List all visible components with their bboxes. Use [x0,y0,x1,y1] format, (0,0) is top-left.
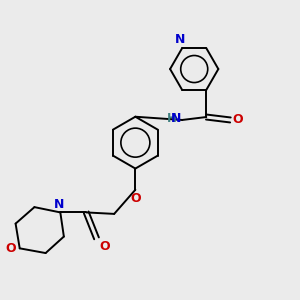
Text: N: N [175,33,185,46]
Text: N: N [54,198,64,211]
Text: N: N [171,112,182,125]
Text: O: O [6,242,16,255]
Text: O: O [130,192,141,205]
Text: H: H [167,112,177,125]
Text: O: O [233,113,243,127]
Text: O: O [100,240,110,253]
